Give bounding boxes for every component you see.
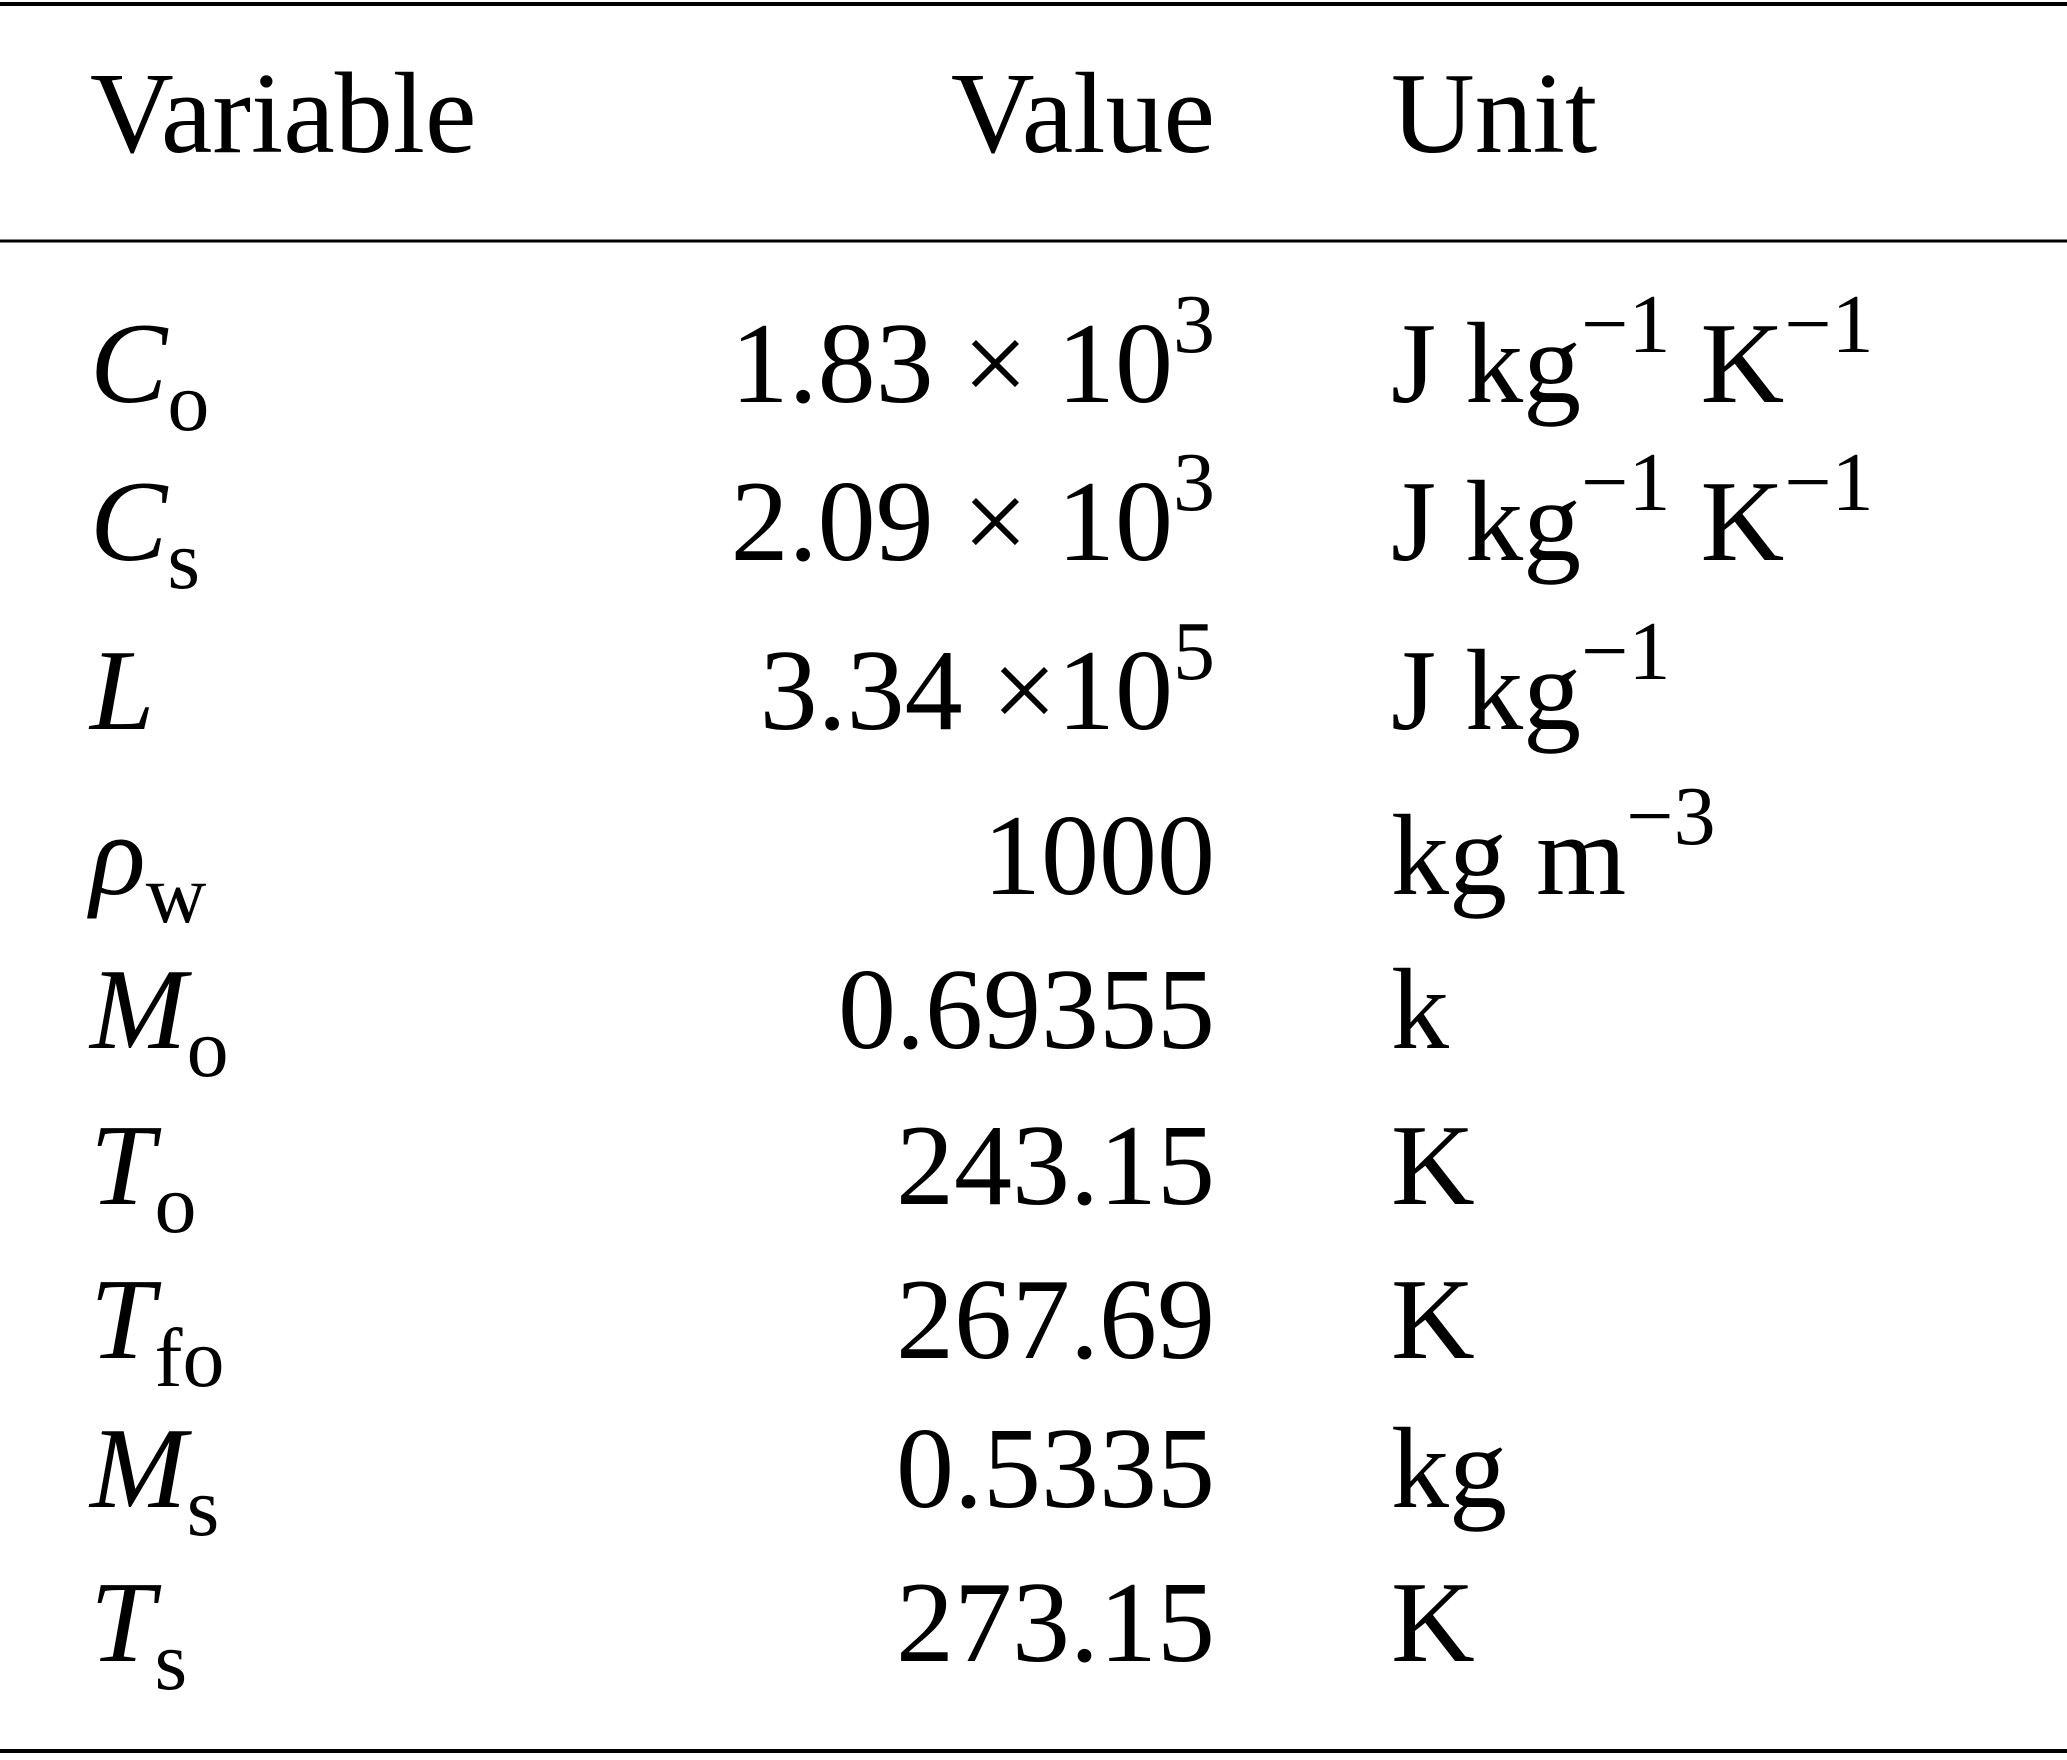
value-cell: 243.15 xyxy=(896,1102,1215,1230)
variable-subscript: o xyxy=(187,1002,229,1095)
variable-subscript: s xyxy=(155,1615,188,1708)
variable-subscript: w xyxy=(146,848,207,941)
unit-exponent: −1 xyxy=(1784,436,1873,529)
unit-exponent: −1 xyxy=(1581,605,1670,698)
variable-cell: Mo xyxy=(88,946,229,1095)
variable-cell: Cs xyxy=(90,458,200,607)
header-variable: Variable xyxy=(90,50,476,178)
variable-cell: Ts xyxy=(90,1559,187,1708)
unit-text: kg xyxy=(1391,1405,1507,1533)
unit-cell: K xyxy=(1391,1102,1475,1230)
variable-cell: Ms xyxy=(88,1405,219,1554)
variable-subscript: fo xyxy=(155,1312,225,1405)
variable-symbol: L xyxy=(88,627,155,755)
unit-cell: kg xyxy=(1391,1405,1507,1533)
unit-text: k xyxy=(1391,946,1449,1074)
unit-text: J kg xyxy=(1391,300,1581,428)
variable-subscript: o xyxy=(155,1158,197,1251)
value-exponent: 3 xyxy=(1173,278,1215,371)
value-cell: 1000 xyxy=(983,792,1215,920)
value-base: 1000 xyxy=(983,792,1215,920)
unit-cell: K xyxy=(1391,1559,1475,1687)
variable-symbol: C xyxy=(90,458,169,586)
value-cell: 273.15 xyxy=(896,1559,1215,1687)
header-unit: Unit xyxy=(1391,50,1597,178)
variable-cell: To xyxy=(90,1102,197,1251)
unit-text: K xyxy=(1391,1256,1475,1384)
variable-cell: Co xyxy=(90,300,209,449)
unit-text: K xyxy=(1391,1559,1475,1687)
unit-cell: kg m−3 xyxy=(1391,770,1716,920)
variable-symbol: ρ xyxy=(87,792,146,920)
variable-symbol: C xyxy=(90,300,169,428)
unit-cell: K xyxy=(1391,1256,1475,1384)
variable-cell: Tfo xyxy=(90,1256,225,1405)
unit-cell: J kg−1 xyxy=(1391,605,1671,755)
value-cell: 1.83 × 103 xyxy=(731,278,1215,428)
header-value: Value xyxy=(951,50,1215,178)
value-base: 243.15 xyxy=(896,1102,1215,1230)
variable-symbol: T xyxy=(90,1256,162,1384)
unit-text: kg m xyxy=(1391,792,1626,920)
variable-cell: ρw xyxy=(87,792,207,941)
unit-text: K xyxy=(1391,1102,1475,1230)
value-exponent: 3 xyxy=(1173,436,1215,529)
value-cell: 0.5335 xyxy=(896,1405,1215,1533)
unit-exponent: −1 xyxy=(1581,436,1670,529)
variable-subscript: s xyxy=(187,1461,220,1554)
variable-symbol: T xyxy=(90,1559,162,1687)
value-base: 0.5335 xyxy=(896,1405,1215,1533)
unit-cell: J kg−1 K−1 xyxy=(1391,436,1874,586)
unit-exponent: −1 xyxy=(1784,278,1873,371)
value-base: 0.69355 xyxy=(838,946,1215,1074)
value-cell: 0.69355 xyxy=(838,946,1215,1074)
variable-cell: L xyxy=(88,627,155,755)
unit-text: J kg xyxy=(1391,458,1581,586)
value-cell: 267.69 xyxy=(896,1256,1215,1384)
value-base: 3.34 ×10 xyxy=(760,627,1173,755)
value-base: 267.69 xyxy=(896,1256,1215,1384)
value-cell: 3.34 ×105 xyxy=(760,605,1215,755)
unit-cell: J kg−1 K−1 xyxy=(1391,278,1874,428)
unit-cell: k xyxy=(1391,946,1449,1074)
variable-symbol: M xyxy=(88,1405,192,1533)
unit-text: K xyxy=(1701,458,1785,586)
value-exponent: 5 xyxy=(1173,605,1215,698)
variable-subscript: o xyxy=(167,356,209,449)
value-cell: 2.09 × 103 xyxy=(731,436,1215,586)
variable-subscript: s xyxy=(167,514,200,607)
unit-text: K xyxy=(1701,300,1785,428)
value-base: 2.09 × 10 xyxy=(731,458,1173,586)
value-base: 273.15 xyxy=(896,1559,1215,1687)
variable-symbol: T xyxy=(90,1102,162,1230)
value-base: 1.83 × 10 xyxy=(731,300,1173,428)
variable-symbol: M xyxy=(88,946,192,1074)
unit-exponent: −1 xyxy=(1581,278,1670,371)
unit-text: J kg xyxy=(1391,627,1581,755)
unit-exponent: −3 xyxy=(1626,770,1715,863)
